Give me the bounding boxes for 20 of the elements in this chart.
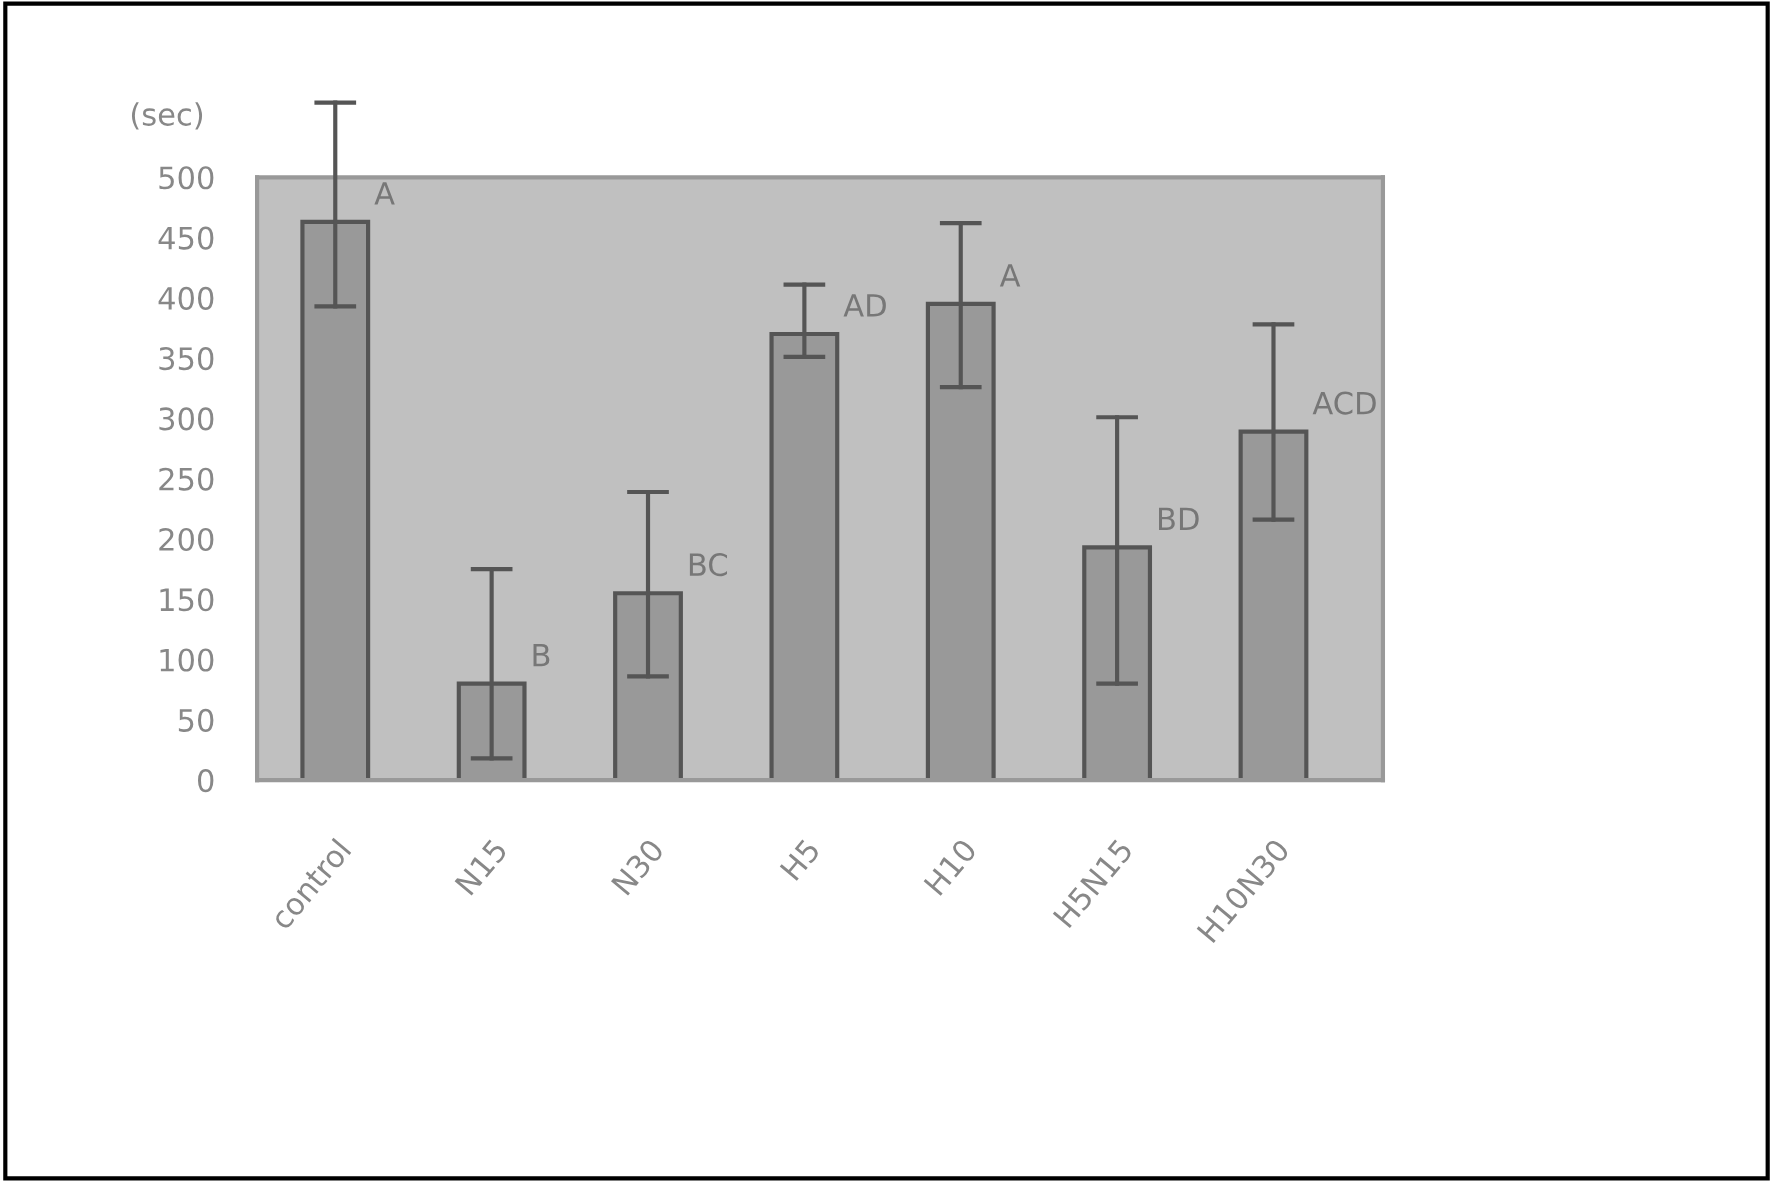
y-tick-label: 300 bbox=[159, 407, 214, 431]
y-tick-label: 50 bbox=[178, 708, 214, 732]
y-tick-label: 100 bbox=[160, 648, 214, 672]
annotation: A bbox=[374, 182, 395, 205]
annotation: AD bbox=[843, 294, 886, 317]
annotation: B bbox=[533, 643, 550, 667]
y-tick-label: 200 bbox=[159, 527, 214, 552]
y-tick-label: 400 bbox=[158, 286, 214, 310]
y-axis-title: (sec) bbox=[131, 102, 203, 130]
annotation: ACD bbox=[1312, 391, 1376, 415]
x-tick-label: H5 bbox=[779, 838, 821, 882]
y-tick-label: 250 bbox=[159, 467, 214, 491]
y-tick-label: 450 bbox=[158, 226, 214, 250]
y-tick-label: 350 bbox=[159, 347, 214, 371]
y-tick-label: 150 bbox=[160, 588, 214, 612]
annotation: A bbox=[999, 264, 1021, 287]
annotation: BD bbox=[1159, 507, 1199, 530]
annotation: BC bbox=[689, 553, 727, 577]
y-tick-label: 500 bbox=[159, 166, 214, 190]
y-tick-label: 0 bbox=[197, 769, 214, 793]
